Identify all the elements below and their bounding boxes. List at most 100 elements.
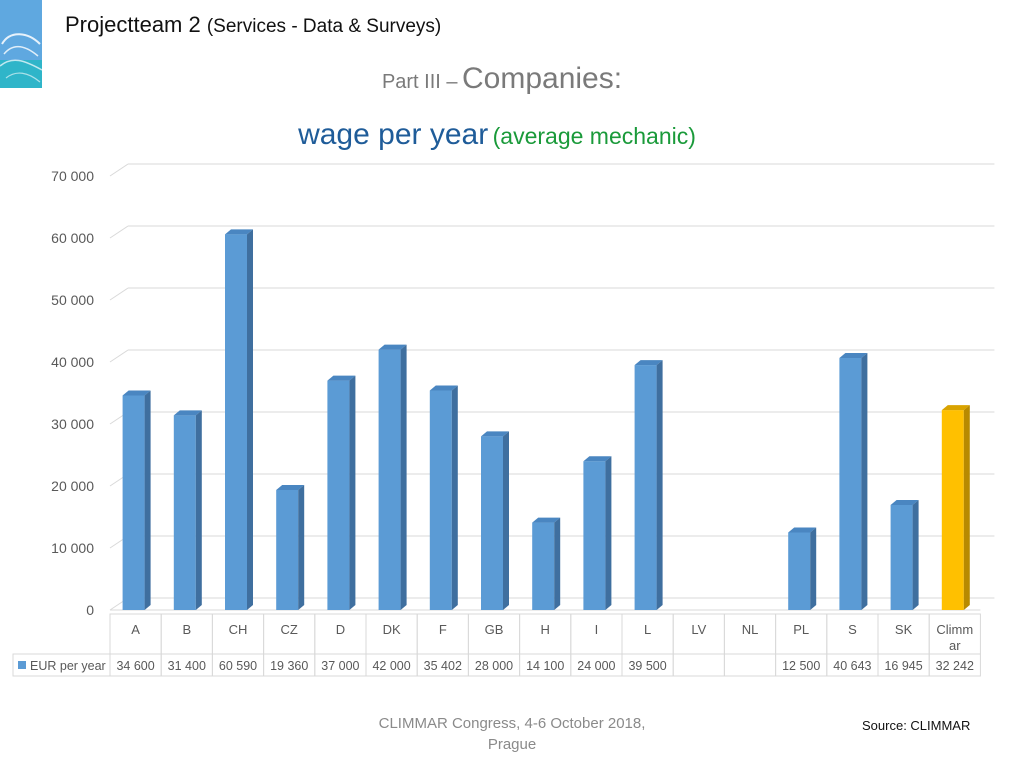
bar-top-ch: [225, 229, 253, 235]
data-label: 35 402: [424, 659, 462, 673]
bar-top-h: [532, 517, 561, 523]
bar-side-sk: [912, 499, 919, 610]
bar-top-a: [122, 390, 151, 396]
y-tick-label: 50 000: [51, 292, 94, 308]
data-label: 60 590: [219, 659, 257, 673]
bar-top-f: [429, 385, 458, 391]
bar-s: [839, 358, 862, 610]
table-value-cell: [672, 653, 725, 677]
bar-top-sk: [890, 499, 919, 505]
section-lead: Part III –: [381, 71, 458, 93]
gridline-depth: [109, 349, 129, 363]
bar-ch: [225, 234, 247, 611]
data-label: 40 643: [833, 659, 871, 673]
footer-line-2: Prague: [487, 736, 537, 753]
bar-top-climmar: [941, 405, 970, 411]
y-tick-label: 60 000: [51, 230, 94, 246]
x-tick-label: I: [595, 622, 599, 637]
data-label: 34 600: [116, 659, 154, 673]
bar-climmar: [941, 410, 964, 610]
data-label: 37 000: [321, 659, 359, 673]
bar-side-dk: [400, 344, 407, 610]
table-value-cell: [928, 653, 981, 677]
bar-side-climmar: [963, 405, 970, 610]
chart-title: wage per year (average mechanic): [0, 118, 994, 152]
chart-title-paren: (average mechanic): [492, 123, 696, 149]
data-label: 16 945: [884, 659, 922, 673]
bar-top-pl: [788, 527, 817, 533]
climmar-logo-icon: [0, 0, 42, 88]
data-label: 19 360: [270, 659, 308, 673]
x-tick-label: LV: [691, 622, 706, 637]
x-tick-label: A: [131, 622, 140, 637]
page-header: Projectteam 2 (Services - Data & Surveys…: [65, 12, 441, 38]
section-name: Companies:: [461, 62, 623, 95]
bar-i: [583, 461, 606, 610]
data-label: 14 100: [526, 659, 564, 673]
section-heading: Part III – Companies:: [0, 62, 1004, 96]
bar-side-i: [605, 456, 612, 610]
bar-h: [532, 522, 555, 610]
x-tick-label: D: [336, 622, 345, 637]
bar-side-f: [451, 385, 458, 610]
bar-f: [429, 390, 452, 610]
x-tick-label: L: [644, 622, 651, 637]
x-tick-label: F: [439, 622, 447, 637]
bar-cz: [276, 489, 299, 610]
bar-side-s: [861, 353, 868, 610]
table-value-cell: [723, 653, 777, 677]
data-label: 31 400: [168, 659, 206, 673]
source-note: Source: CLIMMAR: [862, 718, 971, 733]
data-label: 39 500: [628, 659, 666, 673]
bar-side-h: [554, 517, 561, 610]
y-tick-label: 20 000: [51, 478, 94, 494]
bar-top-d: [327, 375, 356, 381]
bar-d: [327, 380, 350, 610]
chart-title-main: wage per year: [298, 118, 489, 151]
gridline-depth: [109, 225, 129, 239]
bar-side-ch: [247, 229, 253, 611]
x-tick-label: S: [848, 622, 857, 637]
gridline-depth: [109, 287, 129, 301]
x-tick-label: Climm: [936, 622, 973, 637]
x-tick-label: NL: [742, 622, 759, 637]
bar-top-cz: [276, 484, 305, 490]
bar-a: [122, 395, 145, 610]
bar-top-gb: [481, 431, 509, 437]
bar-pl: [788, 532, 811, 610]
y-tick-label: 10 000: [51, 540, 94, 556]
x-tick-label: PL: [793, 622, 809, 637]
bar-side-b: [195, 410, 202, 610]
legend-swatch: [18, 661, 26, 669]
bar-side-pl: [810, 527, 817, 610]
bar-l: [634, 365, 657, 610]
gridline-depth: [109, 163, 129, 177]
bar-top-l: [634, 360, 663, 366]
bar-top-dk: [378, 344, 407, 350]
bar-sk: [890, 504, 913, 610]
x-tick-label: DK: [383, 622, 401, 637]
page-subtitle: (Services - Data & Surveys): [206, 16, 442, 37]
x-tick-label: H: [541, 622, 550, 637]
bar-side-gb: [503, 431, 509, 610]
bar-top-b: [173, 410, 202, 416]
bar-side-cz: [298, 484, 305, 610]
data-label: 28 000: [475, 659, 513, 673]
x-tick-label: B: [182, 622, 191, 637]
footer-text: CLIMMAR Congress, 4-6 October 2018, Prag…: [362, 713, 662, 755]
data-label: 32 242: [936, 659, 974, 673]
bar-side-d: [349, 375, 356, 610]
bar-side-l: [656, 360, 663, 610]
x-tick-label: GB: [485, 622, 504, 637]
data-label: 24 000: [577, 659, 615, 673]
legend-label: EUR per year: [30, 659, 106, 673]
x-tick-label: SK: [895, 622, 913, 637]
x-tick-label: CZ: [281, 622, 298, 637]
footer-line-1: CLIMMAR Congress, 4-6 October 2018,: [378, 715, 646, 732]
bar-top-s: [839, 353, 868, 359]
bar-top-i: [583, 456, 612, 462]
y-tick-label: 30 000: [51, 416, 94, 432]
bar-side-a: [144, 390, 151, 610]
y-tick-label: 0: [86, 602, 94, 618]
page-title: Projectteam 2: [65, 12, 201, 37]
